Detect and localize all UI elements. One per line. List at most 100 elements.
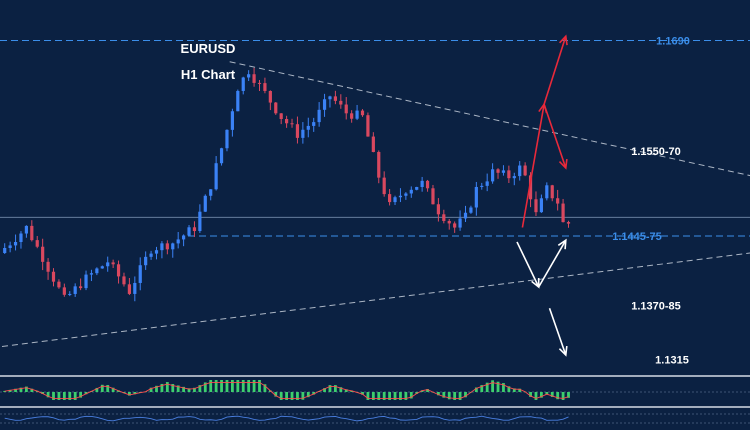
candle [8,241,12,253]
candle [100,265,104,269]
candle [41,238,45,271]
osc-hist-bar [230,380,234,392]
candle [556,189,560,211]
osc-hist-bar [8,389,12,392]
osc-hist-bar [344,389,348,392]
osc-hist-bar [474,387,478,392]
candle [295,116,300,144]
osc-hist-bar [79,392,83,398]
osc-hist-bar [68,392,72,400]
osc-hist-bar [447,392,451,400]
osc-hist-bar [252,380,256,392]
candle [333,90,337,105]
candle [550,184,554,202]
candle [322,93,327,117]
candle [241,76,245,95]
level-label-3: 1.1445-75 [612,231,662,243]
candle [19,231,23,249]
candle [425,179,430,192]
candle [360,109,365,117]
candle [312,117,316,132]
osc-hist-bar [539,392,543,398]
candle [95,267,99,276]
osc-hist-bar [263,384,267,392]
osc-hist-bar [57,392,61,400]
candle [198,204,202,233]
candle [176,232,180,249]
osc-hist-bar [149,387,153,392]
candle [219,147,224,166]
candle [62,283,66,297]
candle [252,67,256,87]
osc-hist-bar [328,385,332,392]
candle [501,165,506,176]
osc-hist-bar [165,382,169,392]
candle [187,225,191,236]
candle [182,234,186,247]
osc-hist-bar [220,380,223,392]
candle [89,269,94,282]
candle [84,270,88,291]
osc-hist-bar [496,381,500,392]
osc-hist-bar [95,387,99,392]
level-label-5: 1.1315 [655,354,689,366]
osc-hist-bar [285,392,289,400]
candle [393,195,397,206]
candle [214,156,218,191]
osc-hist-bar [458,392,462,400]
candle [257,80,262,92]
osc-hist-bar [464,392,467,398]
osc-hist-bar [361,392,364,395]
osc-hist-bar [453,392,457,400]
osc-hist-bar [534,392,538,400]
candle [35,235,39,249]
candle [268,90,272,111]
osc-hist-bar [155,385,158,392]
osc-hist-bar [333,385,337,392]
candle [138,257,142,291]
candle [46,258,50,280]
level-label-2: 1.1550-70 [631,146,681,158]
candle [398,188,403,203]
candle [409,186,413,198]
candle [165,240,169,255]
osc-hist-bar [209,380,213,392]
osc-hist-bar [436,392,440,396]
candle [209,189,213,201]
trendline-2 [1,252,750,347]
osc-hist-bar [371,392,375,400]
osc-hist-bar [3,390,7,392]
candle [458,210,462,231]
arrow-white-5 [537,238,567,288]
candle [366,112,370,137]
osc-hist-bar [106,385,110,392]
osc-hist-bar [485,382,489,392]
candle [523,162,527,177]
candle [106,256,110,272]
candle [203,194,207,213]
candle [469,205,473,214]
osc-hist-bar [193,387,196,392]
candle [230,108,234,137]
candle [236,89,240,112]
osc-hist-bar [258,380,261,392]
candle [474,181,478,216]
candle [512,172,516,186]
osc-hist-bar [24,386,28,392]
osc-hist-bar [84,392,88,395]
osc-hist-bar [426,389,429,392]
osc-hist-bar [52,392,55,400]
candle [447,219,451,230]
osc-hist-bar [160,383,164,392]
candle [133,276,137,302]
candle [453,221,457,233]
osc-hist-bar [236,380,240,392]
candle [371,132,375,153]
osc-hist-bar [198,385,202,392]
osc-hist-bar [214,380,218,392]
osc-hist-bar [404,392,408,400]
candle [122,272,126,287]
candle [355,104,359,121]
candle [263,77,267,94]
